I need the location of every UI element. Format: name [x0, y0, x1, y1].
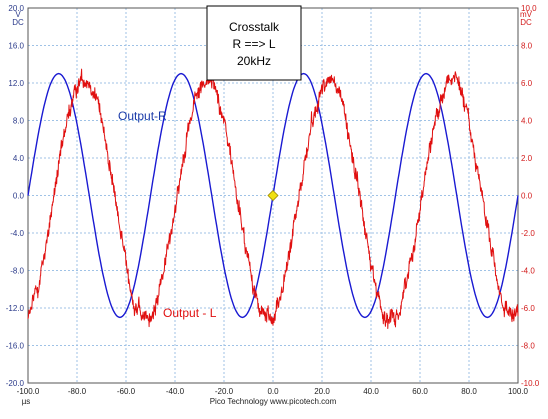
footer-credit: Pico Technology www.picotech.com [210, 397, 337, 406]
series-annotation-label: Output-R [118, 109, 167, 123]
y-left-tick-label: -16.0 [6, 342, 25, 351]
title-box-line: 20kHz [237, 54, 271, 68]
y-right-tick-label: 4.0 [521, 117, 533, 126]
y-right-tick-label: -4.0 [521, 267, 535, 276]
y-left-tick-label: 0.0 [13, 192, 25, 201]
x-tick-label: -40.0 [166, 387, 185, 396]
x-tick-label: -60.0 [117, 387, 136, 396]
y-left-tick-label: 12.0 [8, 79, 24, 88]
y-left-unit: V [15, 10, 21, 19]
y-right-tick-label: 2.0 [521, 154, 533, 163]
x-tick-label: 0.0 [267, 387, 279, 396]
y-left-tick-label: 4.0 [13, 154, 25, 163]
y-left-tick-label: 8.0 [13, 117, 25, 126]
y-left-tick-label: -4.0 [10, 229, 24, 238]
y-right-tick-label: 8.0 [521, 42, 533, 51]
title-box-line: Crosstalk [229, 20, 280, 34]
series-annotation-label: Output - L [163, 306, 217, 320]
y-right-tick-label: 10.0 [521, 4, 537, 13]
y-left-tick-label: -8.0 [10, 267, 24, 276]
y-right-tick-label: -8.0 [521, 342, 535, 351]
y-right-tick-label: 0.0 [521, 192, 533, 201]
x-tick-label: 40.0 [363, 387, 379, 396]
y-right-tick-label: -10.0 [521, 379, 540, 388]
x-tick-label: 100.0 [508, 387, 529, 396]
y-left-tick-label: 20.0 [8, 4, 24, 13]
y-left-unit: DC [12, 18, 24, 27]
x-tick-label: -80.0 [68, 387, 87, 396]
x-tick-label: 80.0 [461, 387, 477, 396]
y-right-tick-label: -6.0 [521, 304, 535, 313]
series-line-output-l [27, 68, 519, 329]
trigger-marker [267, 189, 279, 202]
y-right-tick-label: -2.0 [521, 229, 535, 238]
title-box [206, 5, 302, 81]
y-left-tick-label: -20.0 [6, 379, 25, 388]
y-left-tick-label: 16.0 [8, 42, 24, 51]
y-left-tick-label: -12.0 [6, 304, 25, 313]
x-tick-label: -20.0 [215, 387, 234, 396]
x-tick-label: 20.0 [314, 387, 330, 396]
y-right-unit: DC [520, 18, 532, 27]
x-tick-label: -100.0 [17, 387, 40, 396]
y-right-unit: mV [520, 10, 533, 19]
x-tick-label: 60.0 [412, 387, 428, 396]
y-right-tick-label: 6.0 [521, 79, 533, 88]
x-axis-unit: µs [22, 397, 31, 406]
title-box-line: R ==> L [232, 37, 275, 51]
